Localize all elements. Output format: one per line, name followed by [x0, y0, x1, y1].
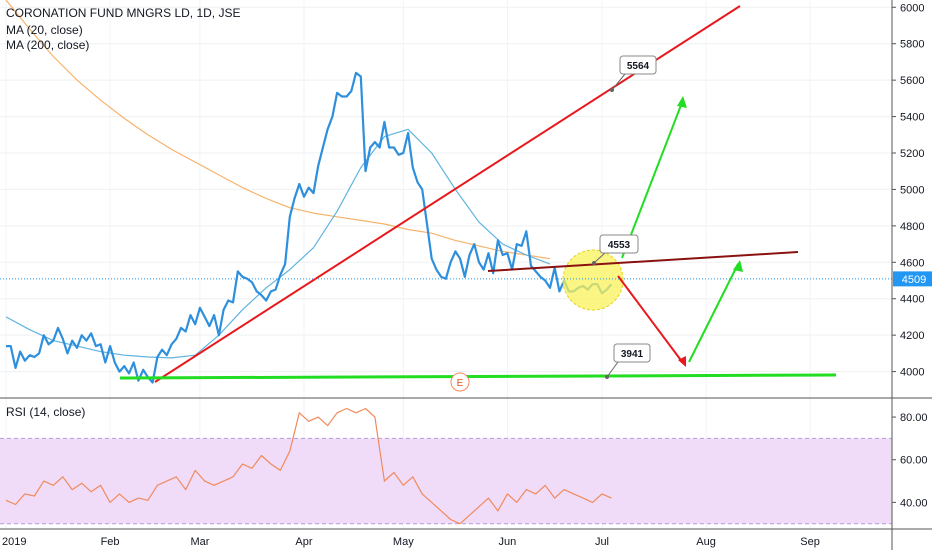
x-tick-label: Jul [595, 536, 609, 548]
rsi-tick-label: 80.00 [900, 412, 928, 424]
x-tick-label: Aug [696, 536, 716, 548]
callout-3941[interactable]: 3941 [605, 343, 651, 379]
y-tick-label: 5200 [900, 148, 924, 160]
y-tick-label: 4200 [900, 330, 924, 342]
y-tick-label: 4400 [900, 294, 924, 306]
arrow-red-down[interactable] [617, 275, 686, 367]
legend-ma200: MA (200, close) [6, 38, 90, 52]
y-tick-label: 5400 [900, 112, 924, 124]
y-tick-label: 5800 [900, 39, 924, 51]
support-line[interactable] [119, 373, 837, 380]
ma200-line[interactable] [5, 0, 551, 260]
callout-4553[interactable]: 4553 [592, 234, 639, 265]
earnings-marker[interactable]: E [450, 372, 470, 392]
earnings-marker-text: E [457, 378, 464, 389]
rsi-line[interactable] [5, 407, 612, 525]
x-tick-label: 2019 [2, 536, 26, 548]
legend-ma20: MA (20, close) [6, 23, 83, 37]
arrow-green-up-2[interactable] [688, 260, 743, 363]
price-line[interactable] [6, 71, 613, 384]
y-tick-label: 6000 [900, 2, 924, 14]
callout-4553-text: 4553 [608, 240, 631, 251]
callout-5564[interactable]: 5564 [610, 55, 657, 92]
y-tick-label: 5000 [900, 184, 924, 196]
rsi-band [0, 438, 892, 524]
callout-3941-text: 3941 [621, 349, 644, 360]
y-tick-label: 4800 [900, 221, 924, 233]
legend-rsi: RSI (14, close) [6, 405, 86, 419]
chart-title: CORONATION FUND MNGRS LD, 1D, JSE [6, 6, 241, 20]
current-price-tag-text: 4509 [902, 274, 926, 286]
y-tick-label: 4000 [900, 367, 924, 379]
series-layer [5, 0, 613, 525]
current-price-tag: 4509 [893, 271, 932, 287]
callout-5564-text: 5564 [627, 61, 650, 72]
x-tick-label: Feb [101, 536, 120, 548]
rsi-tick-label: 60.00 [900, 455, 928, 467]
x-tick-label: May [393, 536, 414, 548]
arrow-green-up-1[interactable] [621, 96, 687, 259]
drawings-layer: 5564 4553 3941 E [119, 5, 837, 392]
x-tick-label: Jun [499, 536, 517, 548]
highlight-circle[interactable] [562, 249, 624, 311]
x-tick-label: Mar [190, 536, 209, 548]
x-tick-label: Sep [800, 536, 820, 548]
y-tick-label: 5600 [900, 75, 924, 87]
trendline-neckline[interactable] [487, 251, 799, 272]
rsi-tick-label: 40.00 [900, 497, 928, 509]
x-tick-label: Apr [295, 536, 312, 548]
y-tick-label: 4600 [900, 257, 924, 269]
